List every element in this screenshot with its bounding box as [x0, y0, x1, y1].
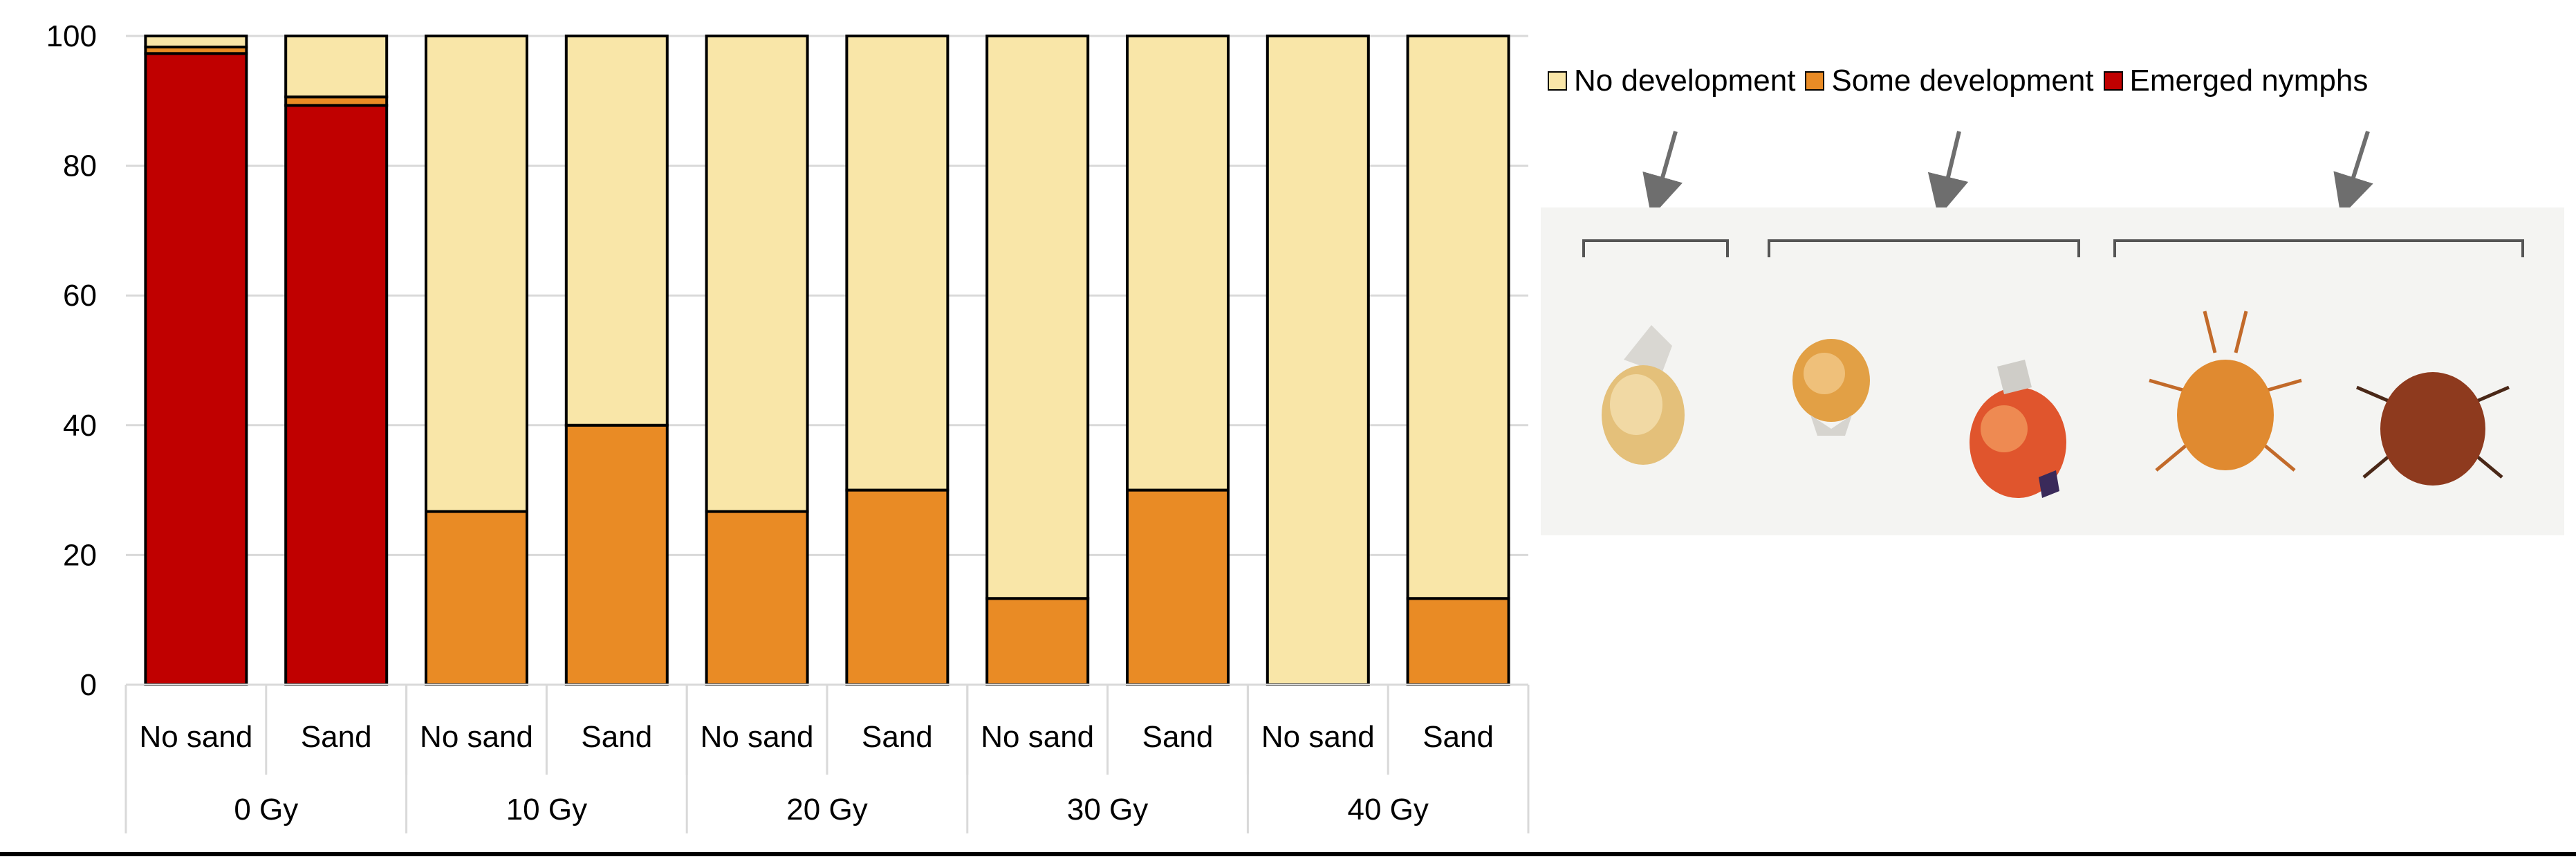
- bracket-no-development: [1582, 239, 1729, 257]
- bar-segment-some-development: [1126, 488, 1230, 686]
- arrow-emerged-nymphs: [2333, 131, 2373, 217]
- x-tick-label: No sand: [139, 720, 252, 754]
- legend-swatch-no-development: [1548, 71, 1567, 91]
- y-tick-label: 80: [63, 149, 97, 183]
- x-tick-label: Sand: [862, 720, 933, 754]
- specimen-photo: [1541, 207, 2564, 535]
- bar-segment-emerged-nymphs: [284, 104, 389, 686]
- legend-item-no-development: No development: [1548, 64, 1795, 98]
- y-tick-label: 0: [80, 668, 97, 702]
- nymph-emerged-2: [2356, 372, 2510, 486]
- legend: No development Some development Emerged …: [1548, 64, 2378, 98]
- legend-arrows: [1642, 131, 2373, 218]
- bracket-some-development: [1768, 239, 2080, 257]
- bar-segment-some-development: [845, 488, 949, 686]
- legend-label-some-development: Some development: [1831, 64, 2094, 98]
- x-tick-label: Sand: [581, 720, 652, 754]
- y-tick-label: 20: [63, 538, 97, 572]
- bar-segment-some-development: [1406, 597, 1510, 686]
- bar-segment-no-development: [144, 35, 248, 48]
- bar-segment-some-development: [985, 597, 1090, 686]
- bar-segment-some-development: [705, 510, 809, 687]
- stacked-bar-chart: 0 20 40 60 80 100 No sand Sand No sand Sand No san…: [46, 19, 1530, 833]
- nymph-emerged-1: [2149, 311, 2302, 472]
- egg-some-development-1: [1792, 339, 1870, 436]
- group-label: 30 Gy: [1067, 793, 1148, 827]
- x-tick-label: Sand: [1423, 720, 1494, 754]
- bar-segment-some-development: [425, 510, 528, 687]
- legend-item-some-development: Some development: [1805, 64, 2094, 98]
- group-label: 40 Gy: [1348, 793, 1429, 827]
- bar-segment-some-development: [564, 423, 669, 686]
- y-tick-label: 60: [63, 279, 97, 313]
- bracket-emerged-nymphs: [2113, 239, 2524, 257]
- group-label: 0 Gy: [234, 793, 298, 827]
- bar-segment-no-development: [1126, 35, 1230, 492]
- bar-segment-no-development: [564, 35, 669, 427]
- x-tick-label: Sand: [301, 720, 372, 754]
- bar-segment-no-development: [425, 35, 528, 513]
- legend-label-no-development: No development: [1574, 64, 1796, 98]
- bar-segment-no-development: [705, 35, 809, 513]
- x-tick-label: Sand: [1142, 720, 1214, 754]
- y-tick-label: 100: [46, 19, 97, 53]
- legend-swatch-emerged-nymphs: [2103, 71, 2123, 91]
- bar-segment-no-development: [845, 35, 949, 492]
- arrow-some-development: [1927, 131, 1969, 218]
- egg-no-development: [1602, 325, 1685, 465]
- legend-item-emerged-nymphs: Emerged nymphs: [2103, 64, 2369, 98]
- x-tick-label: No sand: [701, 720, 814, 754]
- y-tick-label: 40: [63, 409, 97, 443]
- bottom-rule: [0, 852, 2576, 856]
- x-tick-label: No sand: [1261, 720, 1375, 754]
- bar-segment-no-development: [1406, 35, 1510, 600]
- bar-segment-no-development: [284, 35, 389, 99]
- legend-swatch-some-development: [1805, 71, 1825, 91]
- bar-segment-no-development: [985, 35, 1090, 600]
- arrow-no-development: [1642, 131, 1683, 217]
- x-tick-label: No sand: [981, 720, 1094, 754]
- egg-some-development-2: [1970, 360, 2066, 498]
- legend-label-emerged-nymphs: Emerged nymphs: [2129, 64, 2369, 98]
- group-label: 20 Gy: [786, 793, 867, 827]
- bar-segment-no-development: [1266, 35, 1370, 686]
- bar-segment-emerged-nymphs: [144, 52, 248, 687]
- x-tick-label: No sand: [420, 720, 533, 754]
- group-label: 10 Gy: [506, 793, 587, 827]
